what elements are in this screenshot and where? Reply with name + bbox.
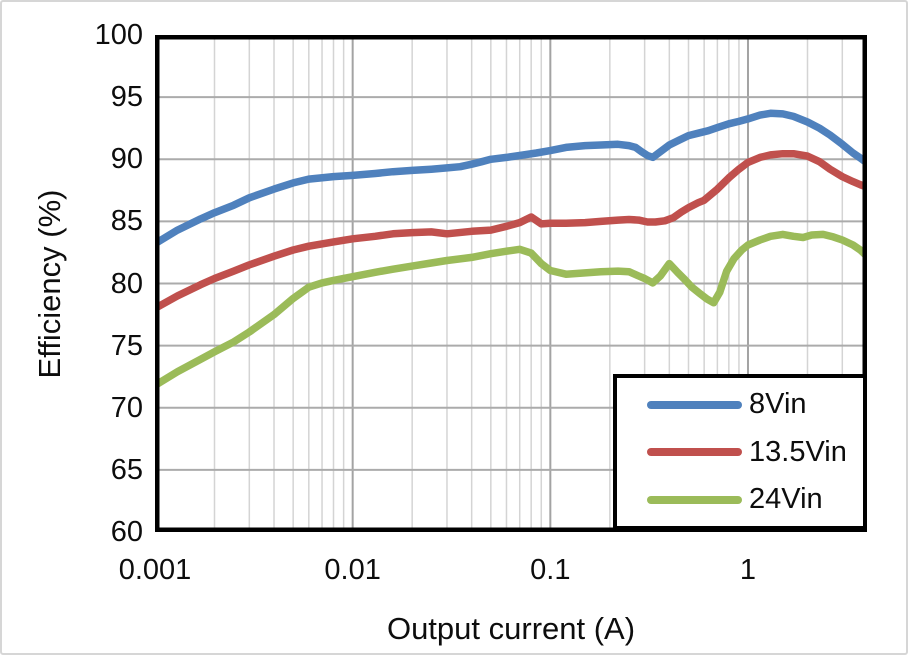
y-tick-label-60: 60 xyxy=(110,516,143,548)
y-tick-label-65: 65 xyxy=(110,453,143,486)
legend: 8Vin 13.5Vin 24Vin xyxy=(613,374,867,530)
y-tick-label-100: 100 xyxy=(94,19,143,51)
y-tick-label-75: 75 xyxy=(110,329,143,362)
y-tick-label-90: 90 xyxy=(110,143,143,176)
series-line-13.5vin xyxy=(155,149,867,313)
legend-swatch-24vin xyxy=(647,495,742,504)
legend-swatch-8vin xyxy=(647,400,742,409)
legend-item-24vin: 24Vin xyxy=(617,477,863,523)
y-tick-label-70: 70 xyxy=(110,391,143,424)
x-tick-label-1: 1 xyxy=(739,554,757,586)
y-tick-label-80: 80 xyxy=(110,267,143,300)
legend-item-8vin: 8Vin xyxy=(617,382,863,428)
x-axis-title: Output current (A) xyxy=(386,611,636,646)
y-tick-label-85: 85 xyxy=(110,205,143,238)
legend-item-13-5vin: 13.5Vin xyxy=(617,429,863,475)
series-line-8vin xyxy=(155,109,867,248)
x-tick-label-0.1: 0.1 xyxy=(530,554,571,586)
legend-label-8vin: 8Vin xyxy=(749,388,807,420)
x-tick-label-0.01: 0.01 xyxy=(324,554,381,586)
series-line-24vin xyxy=(155,230,867,390)
legend-swatch-13-5vin xyxy=(647,448,742,456)
legend-label-24vin: 24Vin xyxy=(749,483,823,515)
legend-label-13-5vin: 13.5Vin xyxy=(749,435,847,468)
y-tick-label-95: 95 xyxy=(110,81,143,114)
x-tick-label-0.001: 0.001 xyxy=(118,554,192,586)
